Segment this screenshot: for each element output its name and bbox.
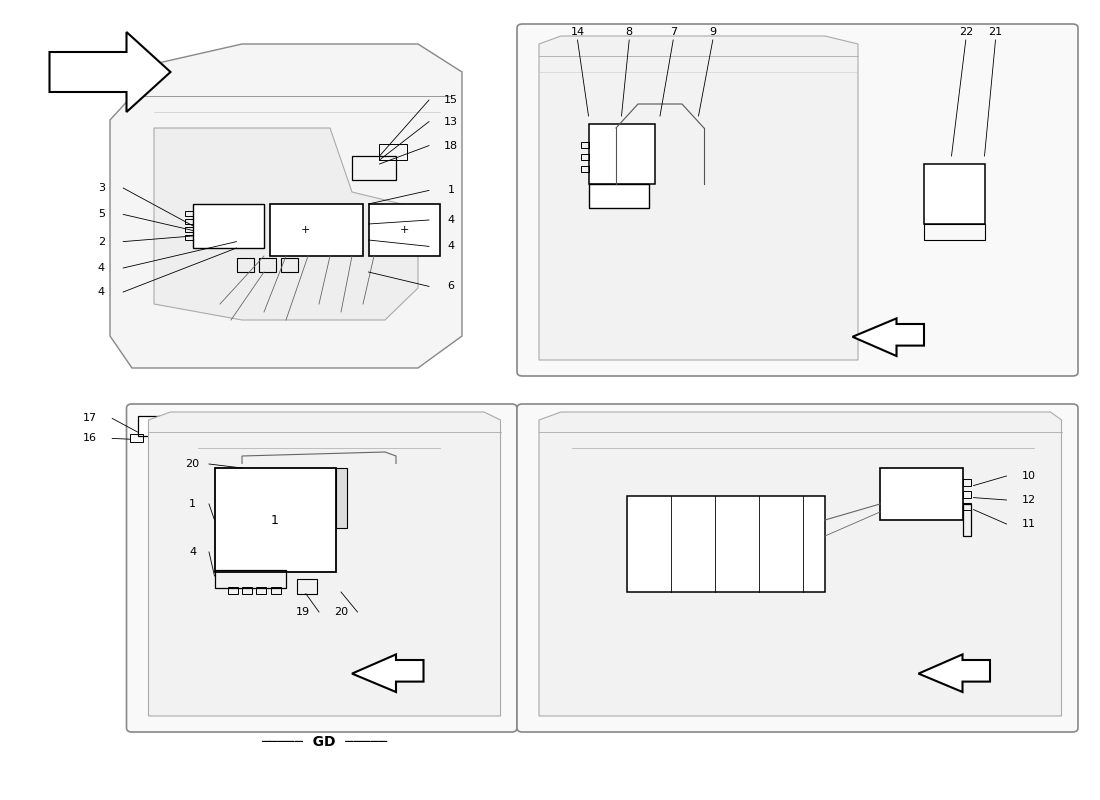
- Polygon shape: [352, 654, 424, 692]
- Bar: [242, 587, 252, 594]
- Bar: [236, 258, 254, 272]
- Text: 17: 17: [84, 414, 97, 423]
- Text: 16: 16: [84, 434, 97, 443]
- Polygon shape: [110, 44, 462, 368]
- Bar: [924, 224, 984, 240]
- Polygon shape: [918, 654, 990, 692]
- Polygon shape: [154, 128, 418, 320]
- Polygon shape: [50, 32, 170, 112]
- Text: 1: 1: [271, 514, 279, 526]
- Text: 5: 5: [98, 210, 104, 219]
- Polygon shape: [336, 468, 346, 528]
- Text: +: +: [301, 225, 310, 234]
- Bar: [588, 124, 654, 184]
- Text: 18: 18: [444, 141, 458, 150]
- Bar: [270, 204, 363, 256]
- Bar: [581, 142, 589, 148]
- Bar: [130, 434, 143, 442]
- FancyBboxPatch shape: [126, 404, 517, 732]
- FancyBboxPatch shape: [517, 404, 1078, 732]
- Bar: [258, 258, 276, 272]
- Text: 1: 1: [448, 186, 454, 195]
- Bar: [185, 219, 192, 224]
- Text: 3: 3: [98, 183, 104, 193]
- Text: 4: 4: [98, 287, 104, 297]
- Text: 4: 4: [98, 263, 104, 273]
- Text: 6: 6: [448, 282, 454, 291]
- Text: 20: 20: [334, 607, 348, 617]
- Bar: [138, 416, 170, 436]
- Text: 15: 15: [444, 95, 458, 105]
- Text: 4: 4: [448, 215, 454, 225]
- Polygon shape: [852, 318, 924, 356]
- Bar: [379, 144, 407, 160]
- Text: 9: 9: [710, 27, 716, 37]
- Text: 19: 19: [296, 607, 309, 617]
- Text: 4: 4: [448, 242, 454, 251]
- Text: 14: 14: [571, 27, 584, 37]
- Text: 11: 11: [1022, 519, 1035, 529]
- Bar: [880, 468, 962, 520]
- Bar: [256, 587, 266, 594]
- Bar: [185, 211, 192, 216]
- Bar: [627, 496, 825, 592]
- Bar: [581, 154, 589, 160]
- Bar: [924, 164, 984, 224]
- Text: 7: 7: [670, 27, 676, 37]
- FancyBboxPatch shape: [517, 24, 1078, 376]
- Text: ─────  GD  ─────: ───── GD ─────: [262, 735, 387, 750]
- Text: 10: 10: [1022, 471, 1035, 481]
- Text: 1: 1: [189, 499, 196, 509]
- Bar: [297, 579, 317, 594]
- Bar: [280, 258, 298, 272]
- Text: 22: 22: [959, 27, 972, 37]
- Bar: [962, 503, 971, 510]
- Polygon shape: [148, 412, 500, 716]
- Bar: [214, 468, 336, 572]
- Text: 20: 20: [186, 459, 199, 469]
- Polygon shape: [539, 412, 1062, 716]
- Text: 21: 21: [989, 27, 1002, 37]
- Bar: [962, 491, 971, 498]
- Bar: [228, 587, 238, 594]
- Bar: [962, 504, 971, 536]
- Bar: [185, 227, 192, 232]
- Bar: [368, 204, 440, 256]
- Bar: [271, 587, 281, 594]
- Bar: [185, 235, 192, 240]
- Bar: [588, 184, 649, 208]
- Text: eurospares: eurospares: [190, 202, 360, 230]
- Bar: [352, 156, 396, 180]
- Text: 2: 2: [98, 237, 104, 246]
- Text: 12: 12: [1022, 495, 1035, 505]
- Bar: [962, 479, 971, 486]
- Text: +: +: [400, 225, 409, 234]
- Text: eurospares: eurospares: [190, 506, 360, 534]
- Text: eurospares: eurospares: [740, 202, 910, 230]
- Text: 13: 13: [444, 117, 458, 126]
- Polygon shape: [539, 36, 858, 360]
- Bar: [214, 570, 286, 588]
- Text: 8: 8: [626, 27, 632, 37]
- Bar: [581, 166, 589, 172]
- Text: eurospares: eurospares: [740, 506, 910, 534]
- Bar: [192, 204, 264, 248]
- Text: 4: 4: [189, 547, 196, 557]
